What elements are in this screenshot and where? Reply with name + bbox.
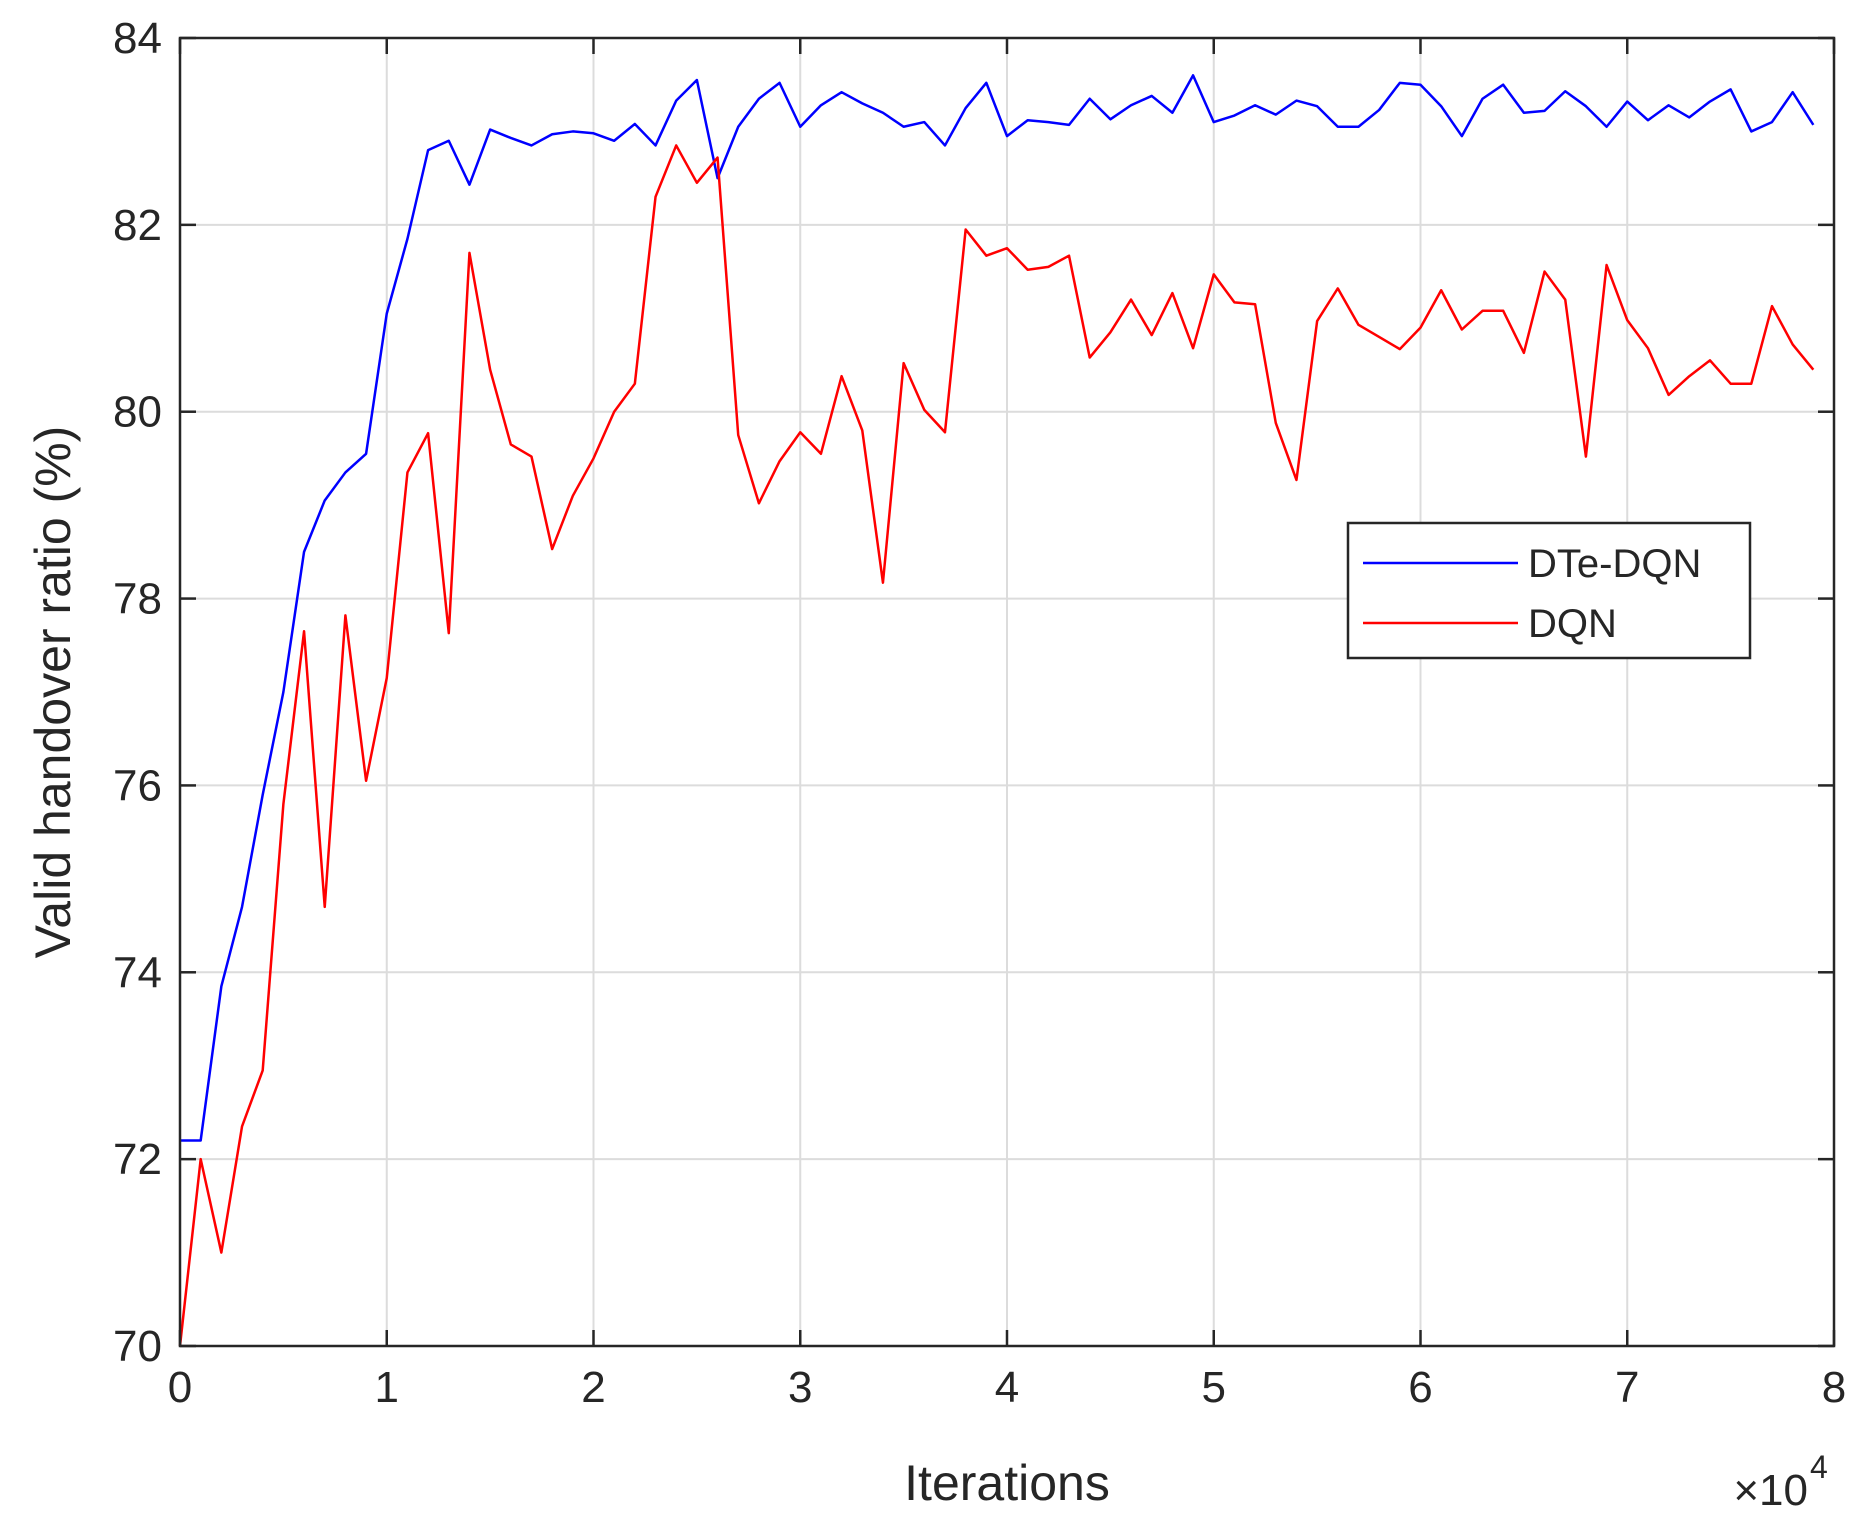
series-layer xyxy=(178,74,1815,1347)
y-tick-label: 78 xyxy=(113,575,162,624)
x-tick-label: 5 xyxy=(1202,1363,1226,1412)
legend-box xyxy=(1346,521,1752,660)
x-axis-title: Iterations xyxy=(904,1455,1110,1511)
legend-label-dte-dqn: DTe-DQN xyxy=(1528,542,1701,586)
y-tick-label: 72 xyxy=(113,1135,162,1184)
x-tick-label: 0 xyxy=(168,1363,192,1412)
y-tick-label: 70 xyxy=(113,1322,162,1371)
x-tick-label: 4 xyxy=(995,1363,1019,1412)
y-tick-label: 76 xyxy=(113,761,162,810)
legend-label-dqn: DQN xyxy=(1528,602,1617,646)
legend: DTe-DQN DQN xyxy=(1346,521,1752,660)
y-axis-title: Valid handover ratio (%) xyxy=(25,426,81,959)
y-tick-label: 74 xyxy=(113,948,162,997)
x-tick-label: 6 xyxy=(1408,1363,1432,1412)
x-tick-label: 1 xyxy=(375,1363,399,1412)
x-tick-label: 8 xyxy=(1822,1363,1846,1412)
x-tick-label: 2 xyxy=(581,1363,605,1412)
x-tick-label: 7 xyxy=(1615,1363,1639,1412)
x-tick-label: 3 xyxy=(788,1363,812,1412)
y-tick-label: 80 xyxy=(113,388,162,437)
axis-ticks xyxy=(178,36,1836,1348)
x-multiplier-base: ×10 xyxy=(1733,1466,1808,1515)
x-axis-multiplier: ×10 4 xyxy=(1733,1449,1827,1515)
series-line-dte-dqn xyxy=(180,74,1815,1142)
y-tick-label: 82 xyxy=(113,201,162,250)
y-tick-label: 84 xyxy=(113,14,162,63)
x-multiplier-exponent: 4 xyxy=(1810,1449,1828,1485)
series-line-dqn xyxy=(178,144,1815,1347)
